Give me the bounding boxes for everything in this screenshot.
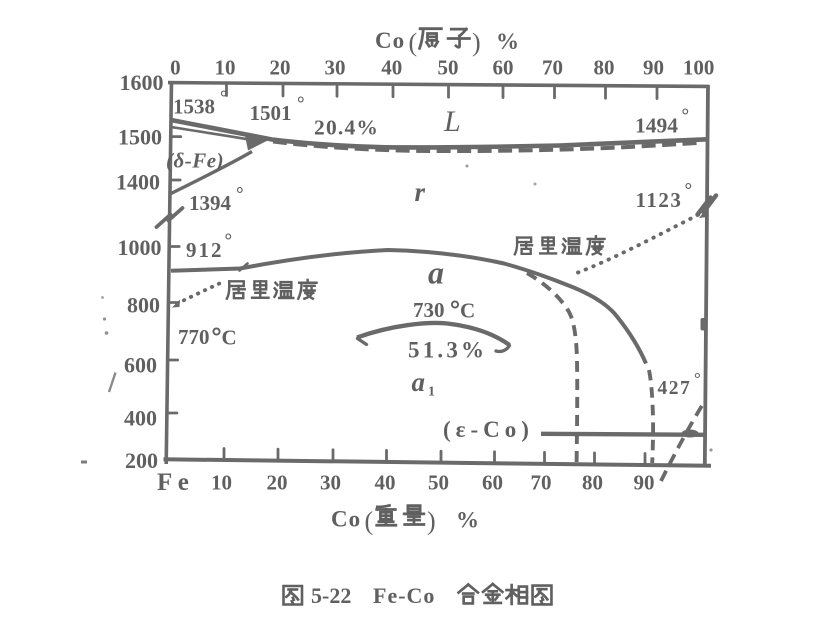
svg-text:40: 40 [381, 56, 402, 80]
svg-text:90: 90 [634, 471, 655, 495]
svg-text:°: ° [225, 231, 233, 252]
svg-text:912: 912 [186, 238, 224, 262]
svg-text:(: ( [409, 28, 418, 57]
svg-text:°: ° [682, 106, 690, 127]
svg-text:80: 80 [582, 471, 603, 495]
svg-text:°: ° [236, 184, 244, 205]
svg-text:°: ° [297, 94, 305, 115]
svg-text:1501: 1501 [250, 101, 292, 125]
svg-text:): ) [472, 28, 481, 57]
svg-text:(δ-Fe): (δ-Fe) [166, 149, 224, 173]
svg-text:1494: 1494 [635, 114, 678, 138]
svg-text:C: C [222, 326, 237, 350]
svg-text:L: L [443, 105, 461, 138]
svg-text:1600: 1600 [120, 70, 164, 95]
svg-text:51.3%: 51.3% [408, 338, 487, 363]
svg-text:30: 30 [320, 471, 341, 495]
svg-text:Co: Co [331, 507, 361, 532]
svg-text:70: 70 [531, 471, 552, 495]
svg-text:70: 70 [542, 56, 563, 80]
svg-text:50: 50 [438, 56, 459, 80]
svg-text:80: 80 [594, 56, 615, 80]
svg-text:%: % [496, 29, 519, 54]
svg-text:): ) [427, 507, 436, 536]
svg-text:C: C [460, 299, 475, 323]
svg-text:770: 770 [178, 325, 210, 349]
svg-text:(: ( [365, 507, 374, 536]
svg-text:1538: 1538 [173, 95, 215, 119]
svg-text:a: a [412, 367, 426, 397]
svg-text:r: r [415, 177, 426, 207]
svg-text:°: ° [694, 369, 701, 388]
svg-text:Fe: Fe [157, 469, 194, 496]
svg-text:%: % [456, 508, 479, 533]
svg-text:20.4%: 20.4% [314, 116, 379, 140]
svg-text:100: 100 [683, 56, 715, 80]
svg-text:Co: Co [375, 28, 405, 53]
svg-text:1500: 1500 [118, 124, 162, 149]
svg-text:°: ° [685, 180, 693, 201]
svg-text:427: 427 [658, 378, 692, 399]
svg-text:1000: 1000 [118, 235, 162, 260]
svg-text:800: 800 [127, 292, 160, 317]
svg-text:5-22: 5-22 [311, 583, 351, 608]
svg-text:60: 60 [493, 56, 514, 80]
svg-text:1400: 1400 [116, 169, 160, 194]
svg-text:20: 20 [267, 471, 288, 495]
svg-text:a: a [428, 255, 444, 291]
svg-text:730: 730 [413, 298, 445, 322]
svg-text:°: ° [220, 88, 228, 109]
svg-text:30: 30 [325, 56, 346, 80]
svg-text:60: 60 [482, 471, 503, 495]
svg-text:600: 600 [124, 352, 157, 377]
svg-text:90: 90 [643, 56, 664, 80]
svg-text:20: 20 [270, 56, 291, 80]
svg-text:200: 200 [125, 448, 158, 473]
svg-text:10: 10 [211, 471, 232, 495]
svg-text:1394: 1394 [189, 191, 232, 215]
svg-text:10: 10 [215, 56, 236, 80]
svg-text:50: 50 [428, 471, 449, 495]
svg-text:400: 400 [124, 405, 157, 430]
svg-text:Fe-Co: Fe-Co [373, 583, 435, 608]
svg-text:1123: 1123 [636, 188, 683, 212]
svg-text:1: 1 [428, 385, 435, 400]
svg-text:0: 0 [170, 56, 181, 80]
svg-text:(ε-Co): (ε-Co) [443, 417, 534, 442]
svg-text:40: 40 [375, 471, 396, 495]
